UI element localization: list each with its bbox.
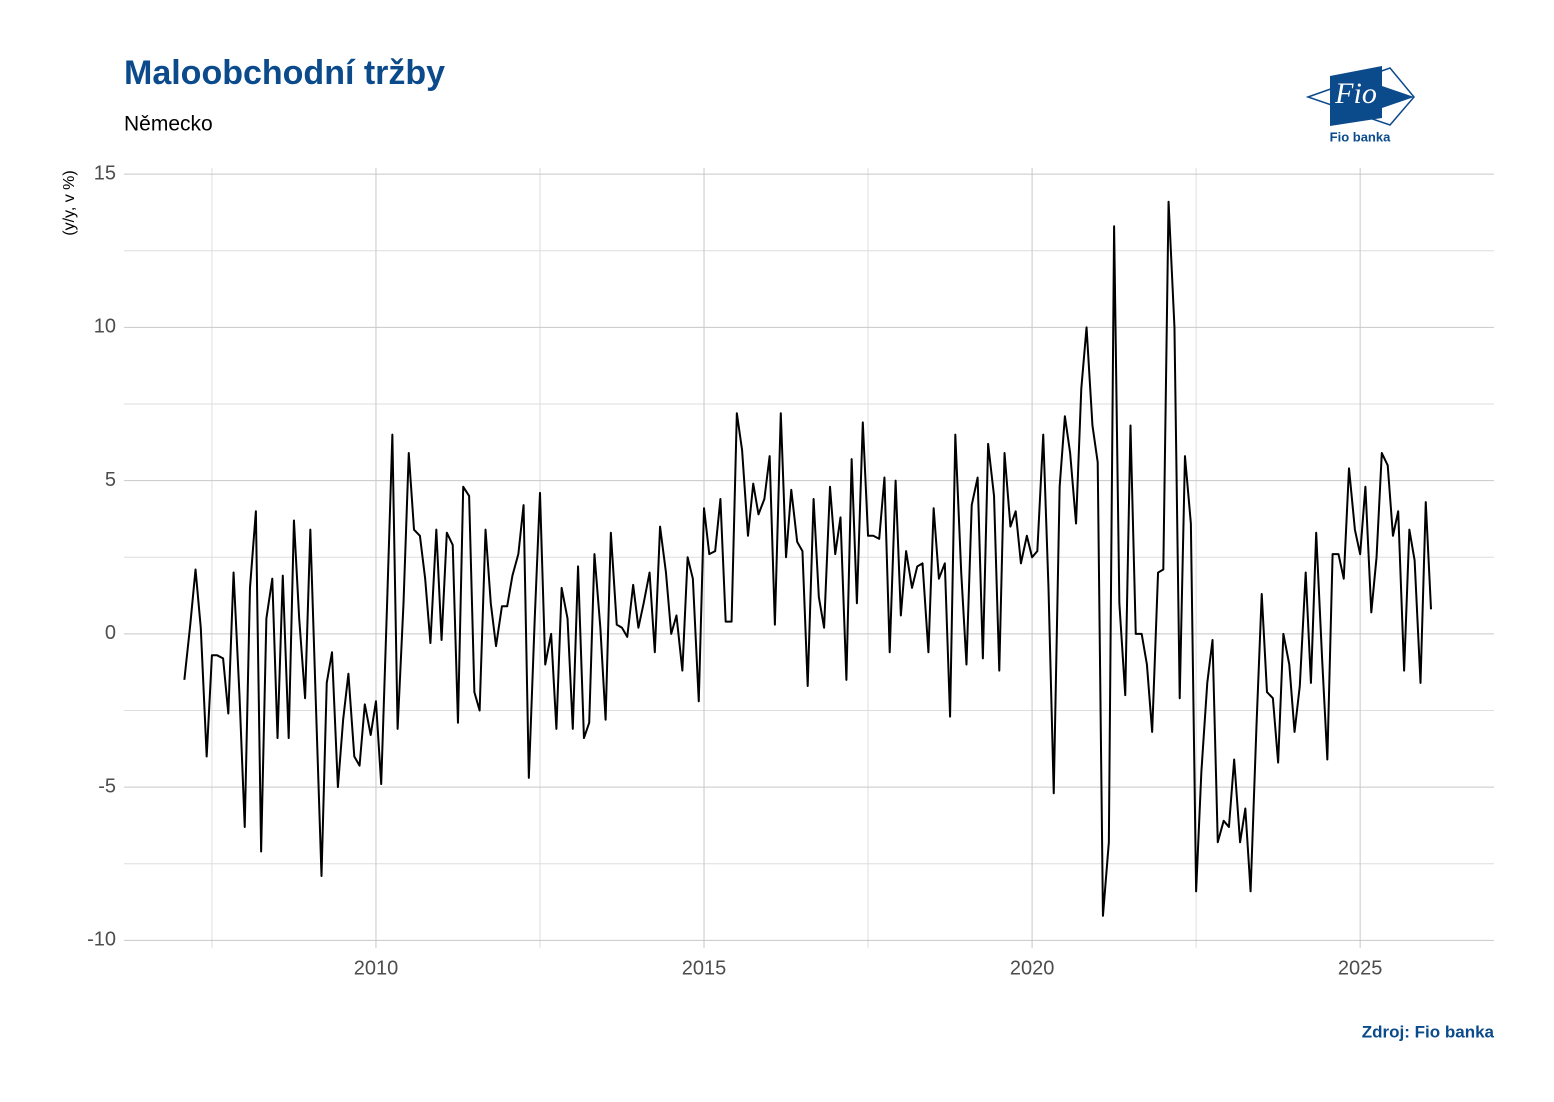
y-tick-label: 0 [105, 622, 116, 644]
y-axis-label: (y/y, v %) [61, 170, 78, 235]
data-line [183, 200, 1433, 917]
x-tick-label: 2010 [354, 957, 399, 979]
grid: -10 -5 0 5 10 15 2010 2015 2020 2025 [87, 162, 1494, 979]
x-tick-label: 2025 [1338, 957, 1383, 979]
logo-name: Fio banka [1330, 129, 1391, 144]
logo-square [1330, 66, 1382, 126]
logo-mark: Fio [1334, 77, 1377, 110]
x-tick-label: 2015 [682, 957, 727, 979]
y-tick-label: 10 [94, 316, 116, 338]
x-tick-label: 2020 [1010, 957, 1055, 979]
y-tick-label: 5 [105, 469, 116, 491]
chart-title: Maloobchodní tržby [124, 54, 445, 92]
y-tick-label: -5 [98, 775, 116, 797]
chart-subtitle: Německo [124, 113, 213, 136]
logo-arrow [1382, 86, 1414, 108]
plot [183, 200, 1433, 917]
source: Zdroj: Fio banka [1362, 1022, 1495, 1041]
y-tick-label: -10 [87, 929, 116, 951]
y-tick-label: 15 [94, 162, 116, 184]
logo: Fio Fio banka [1305, 66, 1415, 144]
